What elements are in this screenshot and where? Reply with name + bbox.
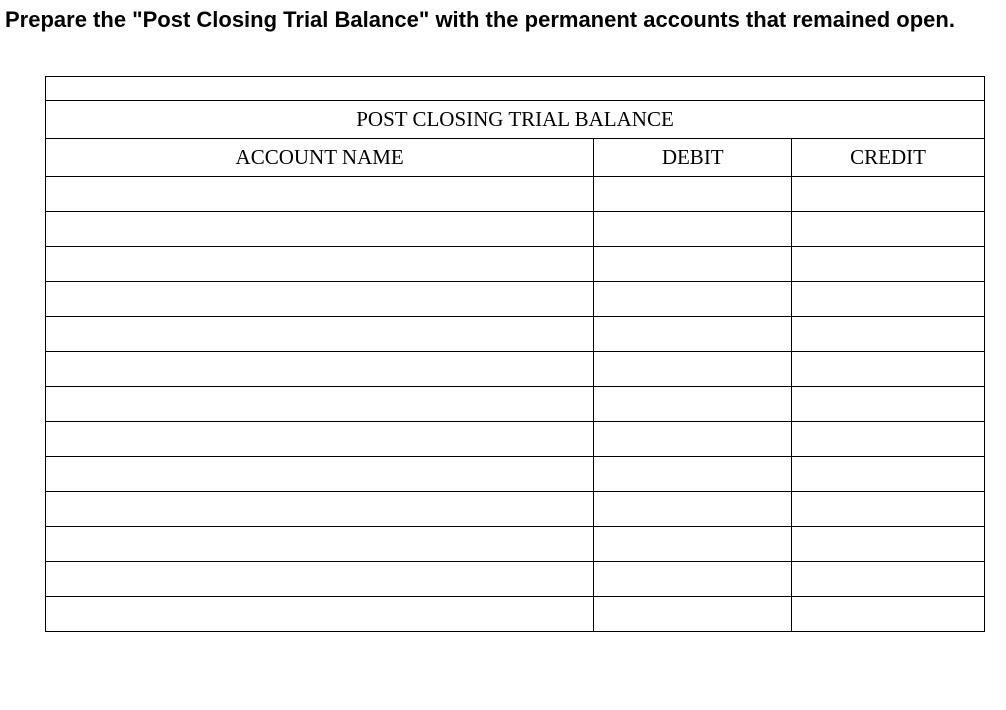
- header-credit: CREDIT: [792, 138, 985, 176]
- trial-balance-table-wrapper: POST CLOSING TRIAL BALANCE ACCOUNT NAME …: [45, 76, 985, 632]
- table-row: [46, 211, 985, 246]
- cell-credit[interactable]: [792, 386, 985, 421]
- cell-credit[interactable]: [792, 316, 985, 351]
- table-title-row: POST CLOSING TRIAL BALANCE: [46, 100, 985, 138]
- table-row: [46, 176, 985, 211]
- cell-account[interactable]: [46, 526, 594, 561]
- cell-account[interactable]: [46, 281, 594, 316]
- table-blank-top-row: [46, 76, 985, 100]
- cell-account[interactable]: [46, 596, 594, 631]
- cell-account[interactable]: [46, 421, 594, 456]
- table-row: [46, 491, 985, 526]
- header-account-name: ACCOUNT NAME: [46, 138, 594, 176]
- cell-credit[interactable]: [792, 176, 985, 211]
- cell-account[interactable]: [46, 246, 594, 281]
- table-row: [46, 351, 985, 386]
- table-row: [46, 526, 985, 561]
- cell-debit[interactable]: [594, 596, 792, 631]
- table-row: [46, 596, 985, 631]
- cell-credit[interactable]: [792, 421, 985, 456]
- cell-debit[interactable]: [594, 281, 792, 316]
- cell-debit[interactable]: [594, 316, 792, 351]
- cell-account[interactable]: [46, 176, 594, 211]
- cell-debit[interactable]: [594, 351, 792, 386]
- table-row: [46, 421, 985, 456]
- cell-debit[interactable]: [594, 561, 792, 596]
- header-debit: DEBIT: [594, 138, 792, 176]
- cell-debit[interactable]: [594, 246, 792, 281]
- cell-account[interactable]: [46, 211, 594, 246]
- cell-debit[interactable]: [594, 456, 792, 491]
- table-row: [46, 281, 985, 316]
- cell-credit[interactable]: [792, 491, 985, 526]
- table-row: [46, 316, 985, 351]
- cell-debit[interactable]: [594, 211, 792, 246]
- cell-debit[interactable]: [594, 176, 792, 211]
- table-row: [46, 456, 985, 491]
- cell-account[interactable]: [46, 351, 594, 386]
- cell-account[interactable]: [46, 561, 594, 596]
- cell-credit[interactable]: [792, 246, 985, 281]
- cell-account[interactable]: [46, 386, 594, 421]
- cell-account[interactable]: [46, 491, 594, 526]
- table-title-cell: POST CLOSING TRIAL BALANCE: [46, 100, 985, 138]
- trial-balance-table: POST CLOSING TRIAL BALANCE ACCOUNT NAME …: [45, 76, 985, 632]
- cell-credit[interactable]: [792, 351, 985, 386]
- cell-credit[interactable]: [792, 281, 985, 316]
- table-row: [46, 246, 985, 281]
- cell-account[interactable]: [46, 456, 594, 491]
- instruction-text: Prepare the "Post Closing Trial Balance"…: [0, 0, 980, 36]
- cell-debit[interactable]: [594, 526, 792, 561]
- cell-account[interactable]: [46, 316, 594, 351]
- cell-credit[interactable]: [792, 526, 985, 561]
- table-row: [46, 386, 985, 421]
- cell-credit[interactable]: [792, 561, 985, 596]
- cell-credit[interactable]: [792, 596, 985, 631]
- cell-credit[interactable]: [792, 456, 985, 491]
- table-row: [46, 561, 985, 596]
- table-header-row: ACCOUNT NAME DEBIT CREDIT: [46, 138, 985, 176]
- cell-debit[interactable]: [594, 386, 792, 421]
- cell-debit[interactable]: [594, 421, 792, 456]
- cell-debit[interactable]: [594, 491, 792, 526]
- blank-top-cell: [46, 76, 985, 100]
- cell-credit[interactable]: [792, 211, 985, 246]
